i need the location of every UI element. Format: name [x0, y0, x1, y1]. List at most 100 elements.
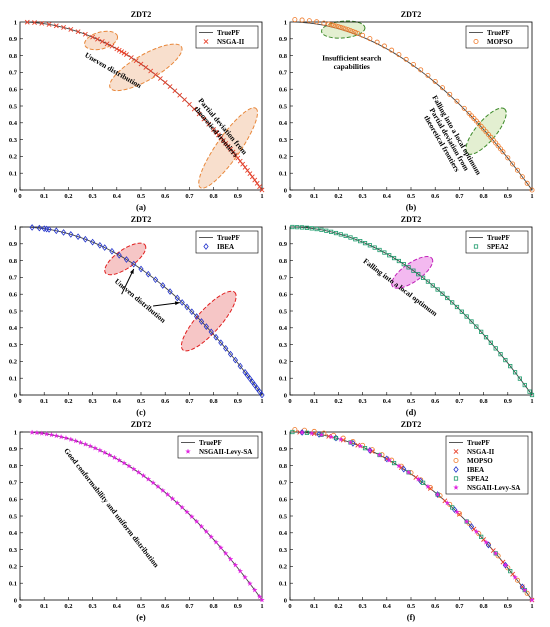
- data-point-ibea: [401, 465, 407, 473]
- data-point-spea2: [440, 291, 445, 296]
- data-point-spea2: [290, 429, 295, 435]
- chart-title: ZDT2: [131, 215, 151, 224]
- data-point-nsgaii-levy-sa: [198, 523, 205, 529]
- data-point-mopso: [347, 28, 353, 34]
- data-point-spea2: [474, 324, 479, 329]
- data-point-ibea: [227, 350, 234, 358]
- data-point-nsga-ii: [124, 52, 129, 57]
- y-tick-label: 0.1: [279, 581, 287, 588]
- data-point-nsgaii-levy-sa: [434, 491, 441, 497]
- data-point-mopso: [338, 24, 344, 30]
- data-point-nsgaii-levy-sa: [188, 513, 195, 520]
- y-tick-label: 0.7: [9, 275, 18, 282]
- y-tick-label: 0.6: [279, 87, 288, 94]
- legend-box: [195, 230, 259, 254]
- data-point-spea2: [343, 233, 348, 238]
- y-tick-label: 0.5: [9, 308, 18, 315]
- data-point-mopso: [514, 167, 520, 173]
- chart-panel-a: 0 0.1 0.2 0.3 0.4 0.5 0.6 0.7 0.8 0.9 1 0 0.1 0.2 0.3 0…: [9, 10, 265, 212]
- data-point-spea2: [391, 255, 397, 261]
- data-point-nsgaii-levy-sa: [396, 463, 402, 469]
- data-point-ibea: [53, 227, 59, 235]
- y-tick-label: 0.8: [279, 463, 288, 470]
- data-point-spea2: [483, 335, 489, 340]
- data-point-nsgaii-levy-sa: [92, 445, 98, 451]
- data-point-spea2: [396, 258, 402, 264]
- data-point-spea2: [517, 376, 523, 381]
- legend-marker-swatch: [453, 449, 459, 454]
- x-tick-label: 0.7: [455, 193, 464, 200]
- legend-marker-swatch: [203, 39, 209, 44]
- data-point-ibea: [97, 241, 103, 249]
- data-point-nsga-ii: [68, 26, 74, 32]
- legend-marker-swatch: [203, 243, 209, 250]
- y-tick-label: 0.4: [9, 120, 18, 127]
- data-point-spea2: [420, 480, 426, 485]
- annotation-text: Insufficient search capabilities: [322, 54, 382, 72]
- data-point-nsgaii-levy-sa: [174, 499, 181, 506]
- data-point-mopso: [326, 21, 332, 27]
- data-point-nsgaii-levy-sa: [521, 587, 528, 593]
- data-point-spea2: [333, 435, 339, 441]
- data-point-nsgaii-levy-sa: [308, 430, 315, 436]
- data-point-nsga-ii: [162, 80, 168, 85]
- y-tick-label: 0.7: [279, 70, 288, 77]
- data-point-mopso: [466, 110, 472, 116]
- data-point-nsgaii-levy-sa: [169, 495, 176, 502]
- y-tick-label: 0: [284, 187, 287, 194]
- chart-panel-d: 0 0.1 0.2 0.3 0.4 0.5 0.6 0.7 0.8 0.9 1 0 0.1 0.2 0.3 0…: [279, 215, 535, 417]
- legend-label: TruePF: [487, 234, 510, 242]
- chart-caption: (d): [406, 407, 417, 417]
- data-point-nsgaii-levy-sa: [454, 508, 460, 515]
- data-point-spea2: [290, 224, 295, 230]
- truepf-line: [29, 226, 263, 396]
- x-tick-label: 0.9: [234, 193, 243, 200]
- y-tick-label: 0.5: [9, 513, 18, 520]
- data-point-ibea: [189, 308, 195, 316]
- y-tick-label: 0: [284, 392, 287, 399]
- x-tick-label: 0.3: [359, 603, 368, 610]
- legend-marker-swatch: [453, 457, 459, 463]
- data-point-nsgaii-levy-sa: [208, 533, 215, 540]
- data-point-ibea: [75, 233, 81, 241]
- chart-panel-e: 0 0.1 0.2 0.3 0.4 0.5 0.6 0.7 0.8 0.9 1 0 0.1 0.2 0.3 0…: [9, 420, 265, 622]
- chart-caption: (f): [407, 612, 416, 622]
- x-tick-label: 0.2: [64, 398, 72, 405]
- data-point-nsgaii-levy-sa: [483, 539, 489, 545]
- y-tick-label: 0.7: [279, 275, 288, 282]
- data-point-spea2: [508, 569, 513, 574]
- data-point-ibea: [131, 260, 137, 268]
- y-tick-label: 0.3: [9, 547, 18, 554]
- legend-label: NSGA-II: [217, 38, 245, 46]
- data-point-spea2: [314, 226, 319, 232]
- data-point-nsga-ii: [167, 84, 173, 89]
- x-tick-label: 0.7: [185, 603, 194, 610]
- data-point-mopso: [456, 511, 462, 517]
- data-point-mopso: [299, 17, 305, 23]
- data-point-nsga-ii: [196, 111, 202, 117]
- data-point-nsga-ii: [114, 46, 120, 52]
- data-point-nsga-ii: [206, 121, 212, 127]
- x-tick-label: 0: [288, 398, 291, 405]
- x-tick-label: 0.1: [40, 603, 48, 610]
- data-point-nsgaii-levy-sa: [34, 429, 40, 436]
- data-point-ibea: [174, 294, 180, 302]
- data-point-nsgaii-levy-sa: [318, 431, 325, 438]
- data-point-ibea: [116, 251, 122, 259]
- data-point-nsgaii-levy-sa: [405, 469, 412, 475]
- y-tick-label: 0.2: [9, 359, 17, 366]
- data-point-ibea: [252, 381, 258, 389]
- x-tick-label: 0.5: [137, 603, 146, 610]
- y-tick-label: 0.8: [279, 53, 288, 60]
- data-point-spea2: [309, 226, 314, 231]
- y-tick-label: 0.6: [279, 497, 288, 504]
- legend-marker-swatch: [473, 244, 479, 249]
- x-tick-label: 0: [18, 398, 21, 405]
- data-point-nsgaii-levy-sa: [121, 460, 127, 466]
- legend-marker-swatch: [453, 466, 459, 473]
- data-point-ibea: [160, 282, 166, 289]
- data-point-ibea: [223, 345, 229, 352]
- data-point-nsga-ii: [121, 50, 127, 56]
- data-point-ibea: [179, 299, 185, 306]
